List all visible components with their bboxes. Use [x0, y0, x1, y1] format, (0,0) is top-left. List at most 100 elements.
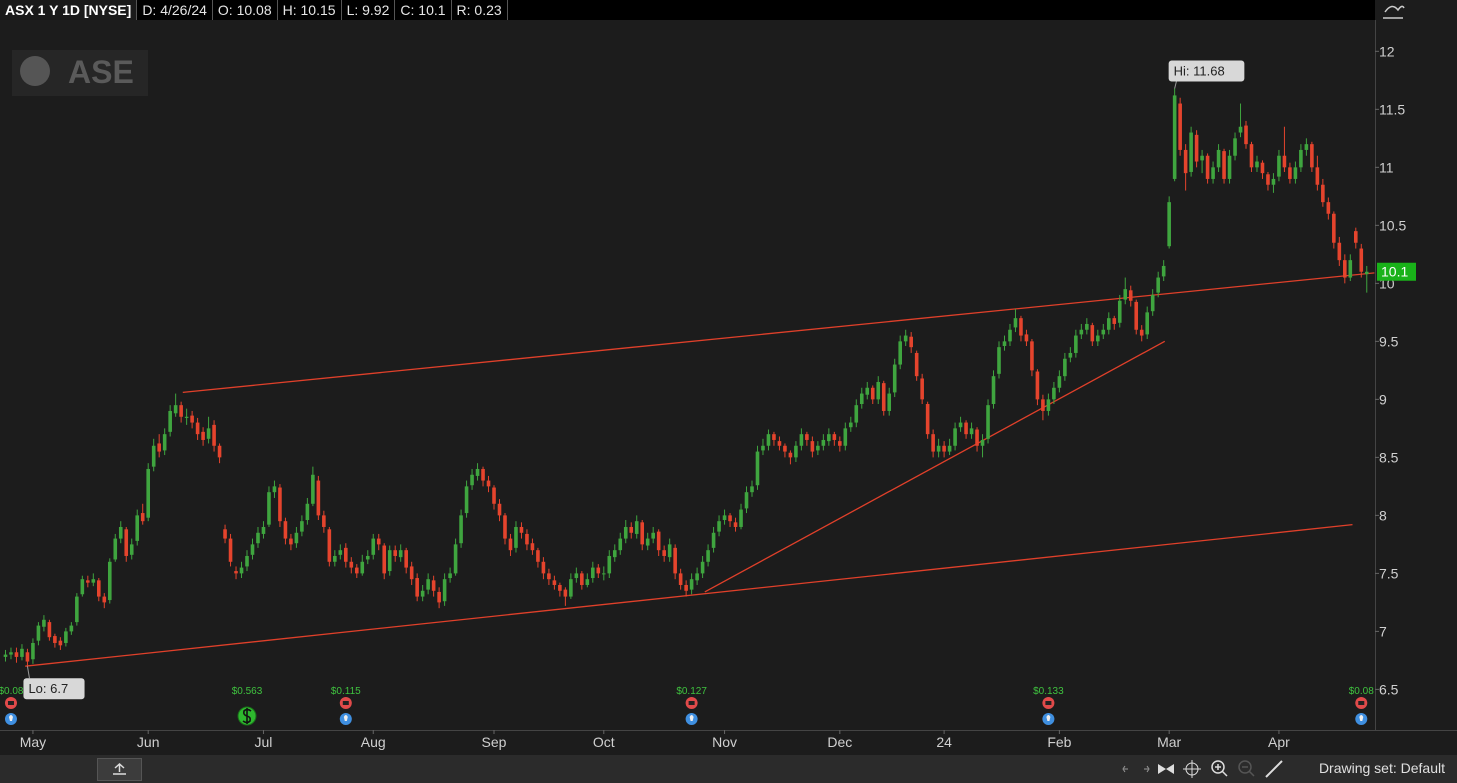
candle-body [536, 550, 540, 562]
candle-body [1106, 318, 1111, 330]
candle [788, 450, 793, 465]
candle-body [14, 652, 19, 657]
trend-line [704, 340, 1166, 593]
candle-body [393, 550, 398, 556]
candle-body [574, 573, 579, 579]
candle-body [322, 515, 326, 527]
candle-body [651, 532, 655, 539]
info-glyph [343, 715, 348, 721]
y-tick-label: 11 [1379, 159, 1394, 175]
candle [365, 550, 370, 565]
candle-body [678, 573, 683, 585]
expand-button[interactable] [97, 758, 142, 781]
candle-body [1271, 178, 1276, 185]
y-tick-label: 11.5 [1379, 101, 1405, 117]
candle-body [887, 393, 892, 411]
x-tick-label: Jul [255, 734, 273, 750]
candle-body [1019, 318, 1023, 336]
candle [338, 544, 343, 560]
candle-body [810, 441, 815, 452]
zoom-in-icon[interactable] [1211, 760, 1228, 777]
scroll-left[interactable] [1122, 765, 1128, 773]
scroll-right[interactable] [1144, 765, 1150, 773]
candle-body [481, 468, 485, 481]
candle [728, 513, 732, 527]
candle [201, 427, 205, 446]
drawing-set[interactable]: Drawing set: Default [1318, 760, 1445, 776]
dividend-glyph [242, 708, 252, 724]
icon [1383, 5, 1405, 19]
candle-body [1024, 334, 1029, 342]
candle-body [920, 378, 924, 400]
candle [1183, 144, 1188, 191]
candle-body [975, 429, 979, 446]
tools [1122, 760, 1283, 778]
candle-body [914, 352, 919, 377]
fit-icon[interactable] [1158, 764, 1174, 774]
candle-body [777, 441, 782, 446]
candle [261, 521, 266, 539]
candle [333, 550, 337, 567]
price-bubble: Lo: 6.7 [23, 666, 85, 700]
candle [739, 503, 743, 530]
candle [838, 436, 842, 452]
header: ASX 1 Y 1D [NYSE] D: 4/26/24 O: 10.08 H:… [0, 0, 1375, 20]
candle [925, 401, 930, 439]
candle-body [146, 468, 151, 518]
crosshair-icon[interactable] [1183, 760, 1201, 778]
candle-body [634, 521, 639, 534]
candle [1090, 322, 1095, 346]
chart-bg [0, 0, 1457, 755]
candle [706, 544, 710, 567]
candle-body [580, 573, 584, 585]
candle [892, 358, 897, 398]
candle-body [1238, 126, 1243, 133]
candle [1057, 370, 1062, 393]
candle [920, 373, 924, 405]
candle [623, 520, 628, 544]
candle-body [739, 509, 743, 527]
candle [107, 558, 112, 604]
candle [816, 441, 820, 456]
candle [327, 526, 332, 567]
candle-body [991, 376, 996, 405]
logo-text: ASE [68, 54, 134, 90]
candle [777, 436, 782, 451]
toolbar: Drawing set: Default [0, 755, 1457, 783]
candle-body [9, 652, 13, 655]
candle-body [344, 547, 348, 562]
candle [1112, 315, 1117, 330]
candle [640, 520, 645, 551]
candle-body [1117, 300, 1122, 323]
candle [969, 422, 974, 439]
candle [1249, 141, 1254, 172]
candle [1139, 325, 1144, 342]
candle-body [206, 428, 211, 439]
candle-body [541, 561, 546, 574]
candle-body [1128, 290, 1133, 301]
candle-body [761, 445, 765, 451]
candle [267, 486, 271, 527]
style-icon[interactable] [1383, 5, 1405, 19]
candle [1106, 312, 1111, 335]
candle-body [97, 580, 101, 597]
bubble-pointer [26, 666, 30, 679]
logo: ASE [12, 50, 148, 96]
candle-body [552, 580, 557, 585]
candle [651, 526, 655, 544]
candle-body [816, 445, 820, 451]
candle [349, 557, 354, 574]
candle-body [25, 652, 30, 662]
candle-body [1139, 329, 1144, 336]
zoom-out-icon[interactable] [1238, 760, 1255, 777]
draw-icon[interactable] [1265, 760, 1283, 778]
candle-body [881, 383, 886, 411]
candle-body [256, 532, 260, 544]
candle-body [1321, 184, 1325, 203]
symbol[interactable]: ASX 1 Y 1D [NYSE] [0, 0, 138, 20]
candle-body [382, 545, 387, 574]
candle [766, 429, 771, 451]
candle [870, 385, 875, 405]
candle [634, 515, 639, 539]
x-tick-label: Sep [482, 734, 507, 750]
